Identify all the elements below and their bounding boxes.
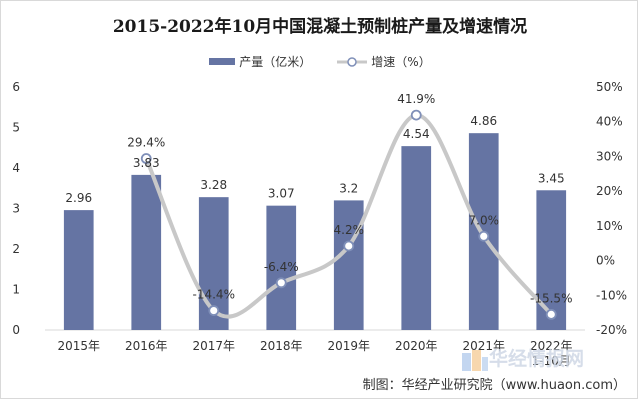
legend-item-production: 产量（亿米）: [209, 53, 311, 70]
source-footer: 制图：华经产业研究院（www.huaon.com）: [362, 378, 626, 393]
legend-label-growth: 增速（%）: [371, 55, 431, 69]
legend-label-production: 产量（亿米）: [239, 55, 312, 69]
x-tick-label: 2015年: [57, 339, 100, 353]
legend: 产量（亿米） 增速（%）: [0, 53, 640, 70]
growth-value-label: 7.0%: [469, 213, 500, 227]
bar-value-label: 3.83: [133, 156, 160, 170]
y-right-tick-label: -10%: [596, 288, 627, 302]
x-tick-label: 2020年: [395, 339, 438, 353]
x-tick-label: 1-10月: [532, 354, 571, 368]
growth-value-label: -6.4%: [264, 260, 299, 274]
growth-value-label: 29.4%: [127, 136, 165, 150]
watermark-logo-icon: [462, 350, 488, 371]
bar: [266, 205, 297, 330]
x-tick-label: 2016年: [125, 339, 168, 353]
growth-value-label: 4.2%: [334, 223, 365, 237]
growth-marker: [478, 230, 490, 242]
growth-marker: [140, 153, 152, 164]
bar-value-label: 2.96: [65, 191, 92, 205]
x-tick-label: 2022年: [530, 339, 573, 353]
growth-marker: [343, 240, 355, 252]
growth-value-label: -15.5%: [530, 291, 572, 305]
y-left-tick-label: 3: [12, 202, 20, 216]
growth-marker: [410, 109, 422, 121]
y-right-tick-label: 0%: [596, 254, 615, 268]
y-right-tick-label: 50%: [596, 80, 623, 94]
bar: [536, 190, 567, 330]
legend-swatch-line: [337, 56, 368, 67]
growth-marker: [545, 308, 557, 320]
bar-value-label: 4.86: [470, 114, 497, 128]
y-left-tick-label: 2: [12, 242, 20, 256]
chart-title: 2015-2022年10月中国混凝土预制桩产量及增速情况: [112, 17, 528, 37]
y-right-tick-label: -20%: [596, 323, 627, 337]
y-right-tick-label: 20%: [596, 184, 623, 198]
growth-value-label: -14.4%: [193, 288, 235, 302]
y-right-tick-label: 40%: [596, 115, 623, 129]
y-left-tick-label: 6: [12, 80, 20, 94]
y-left-tick-label: 5: [12, 121, 20, 135]
y-right-tick-label: 30%: [596, 149, 623, 163]
bar: [131, 174, 162, 330]
y-left-tick-label: 1: [12, 283, 20, 297]
x-tick-label: 2021年: [462, 339, 505, 353]
x-tick-label: 2018年: [260, 339, 303, 353]
x-tick-label: 2017年: [192, 339, 235, 353]
legend-item-growth: 增速（%）: [337, 53, 431, 70]
bar: [333, 200, 364, 330]
bar: [63, 210, 94, 330]
y-right-tick-label: 10%: [596, 219, 623, 233]
legend-swatch-bar: [209, 58, 236, 65]
bar: [401, 146, 432, 330]
growth-value-label: 41.9%: [397, 92, 435, 106]
bar-value-label: 3.07: [268, 187, 295, 201]
bar-value-label: 3.2: [339, 181, 358, 195]
bar-value-label: 3.28: [200, 178, 227, 192]
bar-value-label: 4.54: [403, 127, 430, 141]
x-tick-label: 2019年: [327, 339, 370, 353]
y-left-tick-label: 0: [12, 323, 20, 337]
bar-value-label: 3.45: [538, 171, 565, 185]
growth-marker: [275, 277, 287, 289]
watermark-text: 华经情报网: [488, 348, 584, 370]
y-left-tick-label: 4: [12, 161, 20, 175]
growth-marker: [208, 305, 220, 316]
